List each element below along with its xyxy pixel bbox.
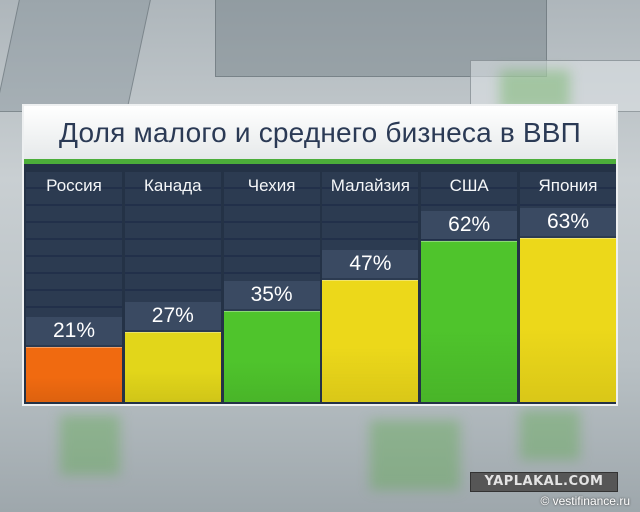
category-label: Россия <box>46 176 102 195</box>
value-label-box: 21% <box>26 317 122 346</box>
bar <box>421 240 518 402</box>
category-label: США <box>449 176 489 195</box>
category-label: Чехия <box>247 176 296 195</box>
value-label: 62% <box>448 212 491 236</box>
category-label: Канада <box>144 176 202 195</box>
background-pane <box>470 60 640 112</box>
category-label: Япония <box>538 176 598 195</box>
bar <box>322 279 419 402</box>
bar <box>223 311 320 402</box>
chart-panel: Доля малого и среднего бизнеса в ВВП Рос… <box>22 104 618 406</box>
bar-column: Япония 63% <box>520 172 616 402</box>
category-label: Малайзия <box>330 176 410 195</box>
bar <box>124 331 221 402</box>
value-label: 27% <box>151 303 194 327</box>
title-bar: Доля малого и среднего бизнеса в ВВП <box>24 106 616 164</box>
bar-column: США 62% <box>421 172 518 402</box>
background-glow <box>500 70 570 110</box>
bar-column: Россия 21% <box>26 172 122 402</box>
bar-columns: Россия 21% Канада 27% Чехия 35% Малайзия 47% США… <box>26 172 616 402</box>
chart-title: Доля малого и среднего бизнеса в ВВП <box>58 116 581 148</box>
copyright-text: © vestifinance.ru <box>540 494 630 508</box>
background-glow <box>60 415 120 475</box>
bar <box>520 238 616 402</box>
value-label-box: 47% <box>322 249 419 278</box>
watermark-logo: YAPLAKAL.COM <box>470 472 618 492</box>
bar-column: Канада 27% <box>124 172 221 402</box>
value-label: 47% <box>349 251 392 275</box>
bar <box>26 347 122 402</box>
value-label: 35% <box>250 283 293 306</box>
value-label: 63% <box>546 210 590 234</box>
value-label: 21% <box>52 319 96 343</box>
background-glow <box>370 420 460 490</box>
bar-column: Чехия 35% <box>223 172 320 402</box>
value-label-box: 62% <box>421 210 518 239</box>
background-pane <box>0 0 153 112</box>
value-label-box: 35% <box>223 281 320 309</box>
background-glow <box>520 410 580 460</box>
bar-column: Малайзия 47% <box>322 172 419 402</box>
value-label-box: 63% <box>520 208 616 237</box>
value-label-box: 27% <box>124 301 221 330</box>
